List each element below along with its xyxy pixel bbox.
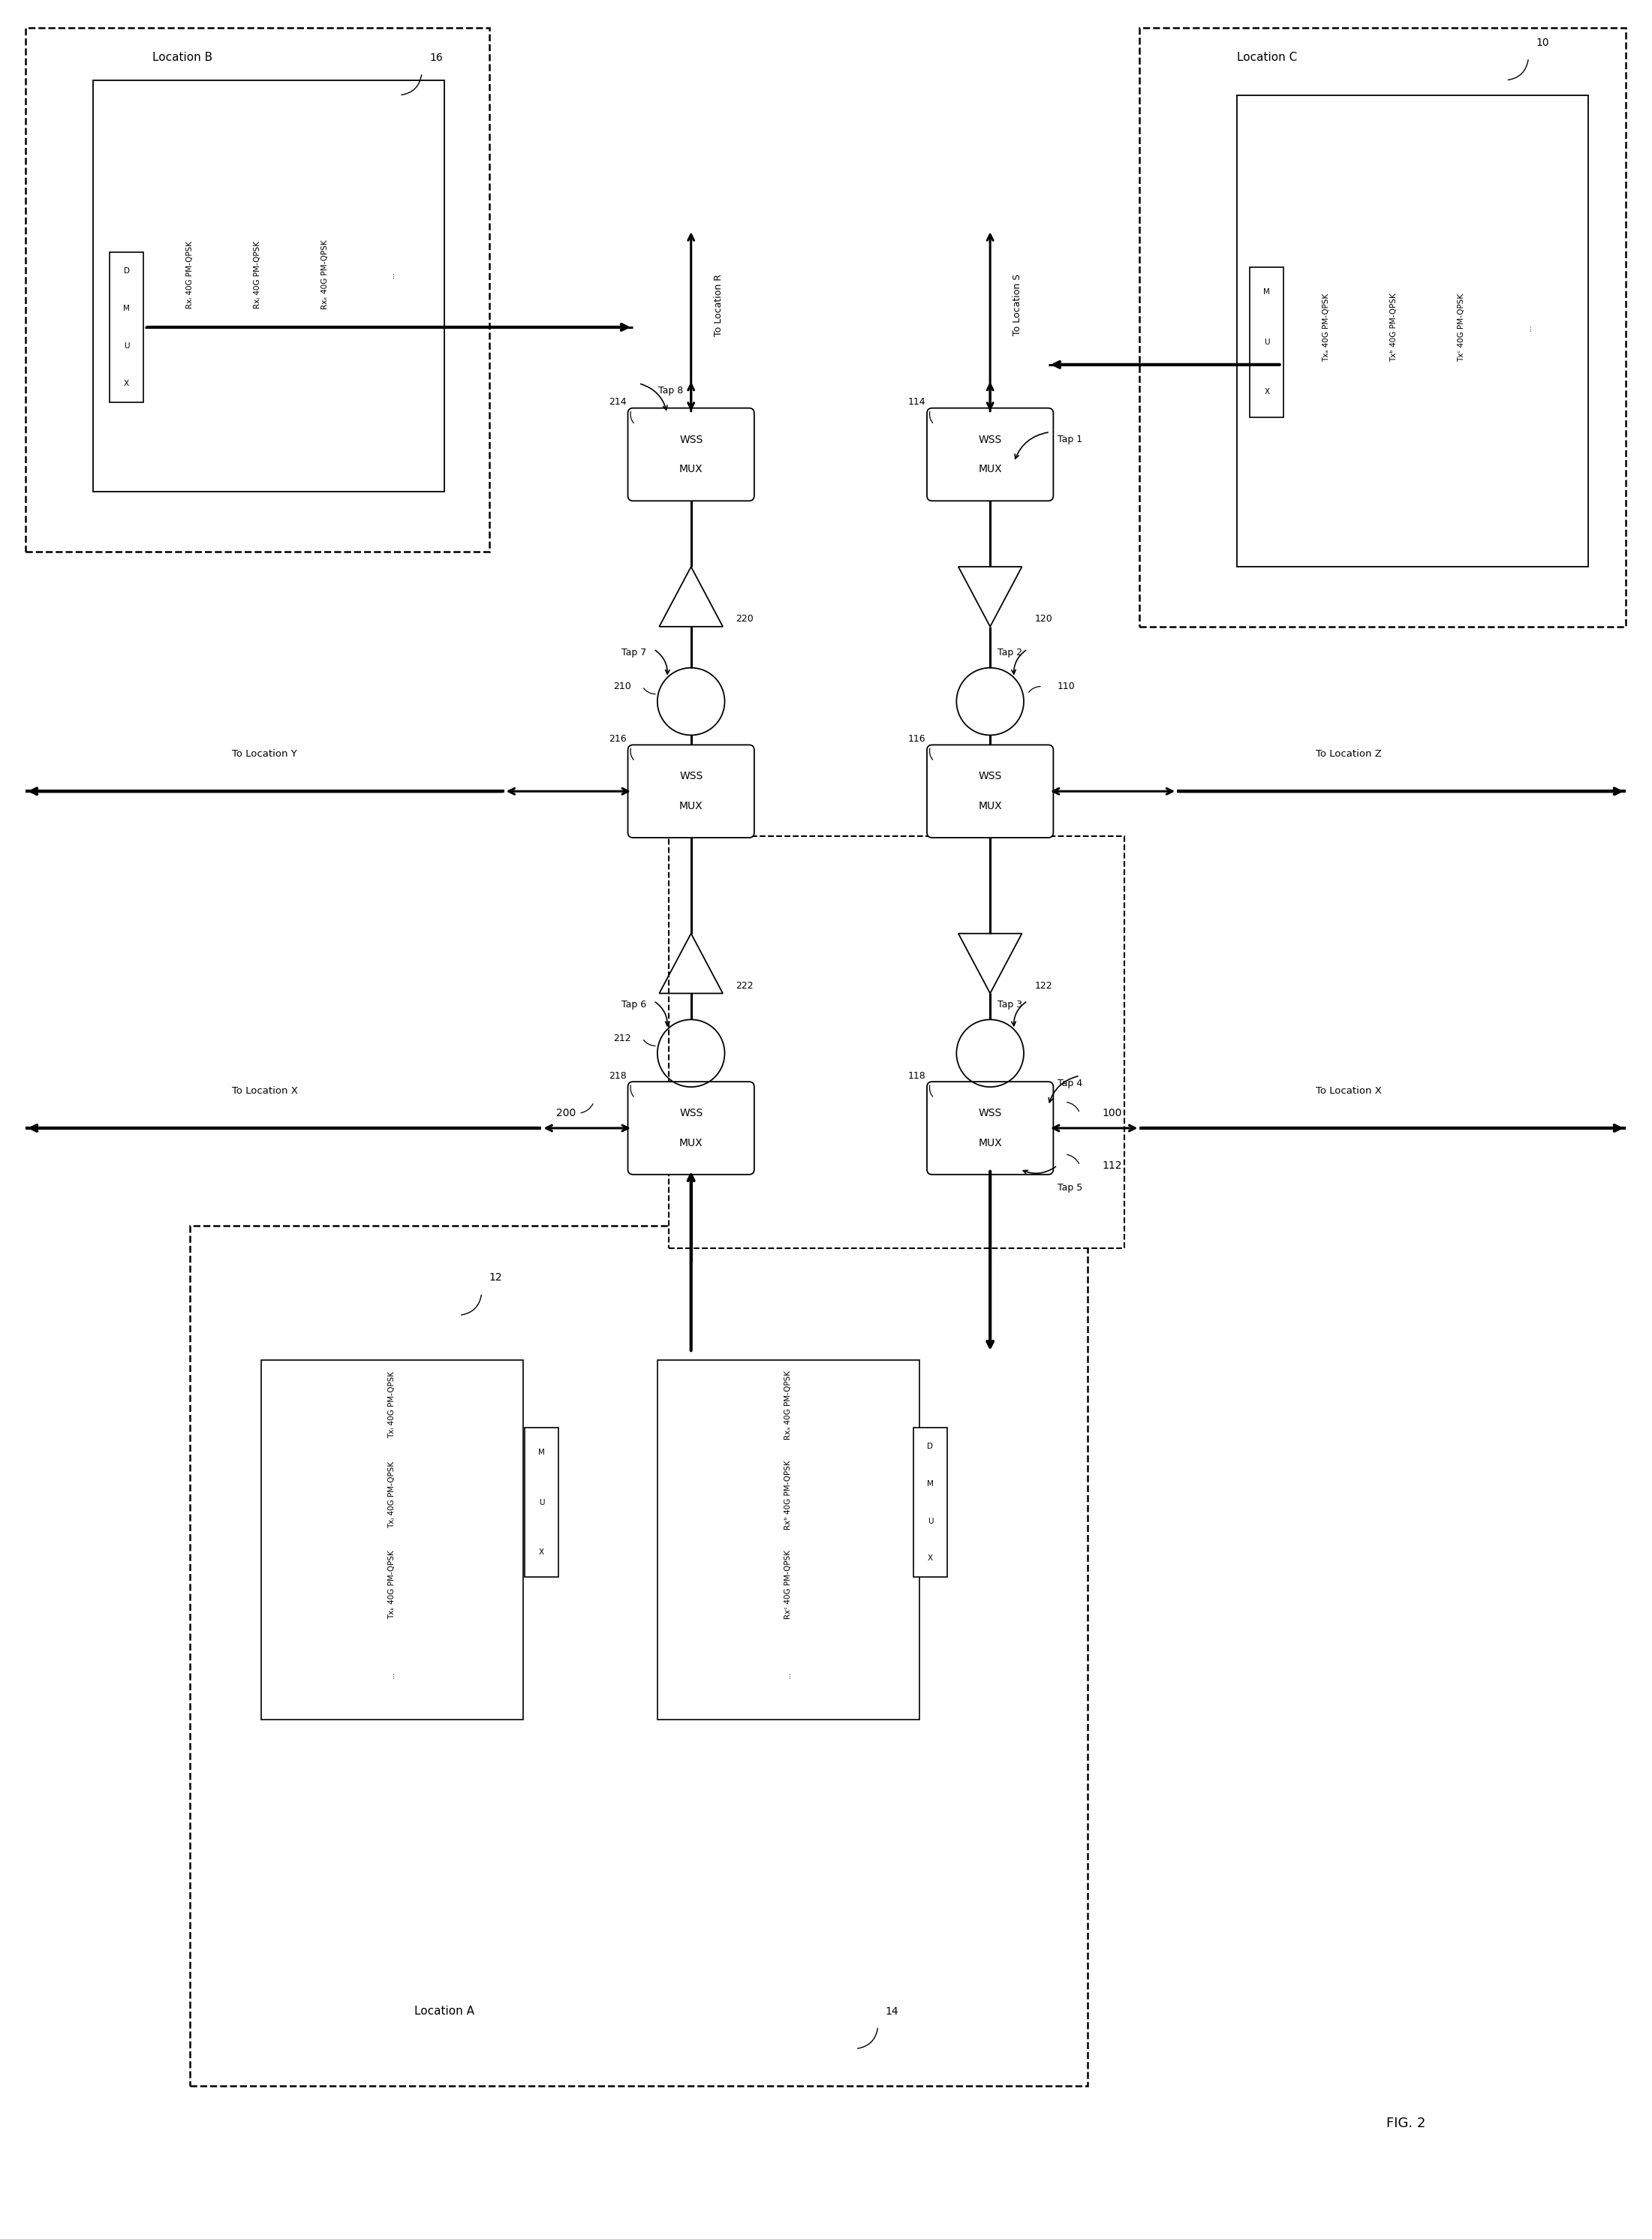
Text: Txᵢ 40G PM-QPSK: Txᵢ 40G PM-QPSK [388, 1373, 396, 1437]
Text: U: U [124, 343, 129, 349]
Bar [914, 1428, 947, 1576]
Text: MUX: MUX [978, 463, 1003, 475]
Text: 220: 220 [735, 613, 753, 625]
Text: M: M [539, 1449, 545, 1455]
Text: Rxⱼ 40G PM-QPSK: Rxⱼ 40G PM-QPSK [254, 242, 261, 309]
Text: Rxᵇ 40G PM-QPSK: Rxᵇ 40G PM-QPSK [785, 1460, 791, 1529]
Text: Rxᵢ 40G PM-QPSK: Rxᵢ 40G PM-QPSK [187, 242, 193, 309]
Text: Tap 3: Tap 3 [998, 1001, 1023, 1010]
Text: To Location Z: To Location Z [1317, 750, 1383, 759]
Text: Txₐ 40G PM-QPSK: Txₐ 40G PM-QPSK [1323, 293, 1330, 360]
Text: MUX: MUX [679, 1137, 702, 1149]
Bar [1140, 27, 1626, 627]
Text: WSS: WSS [978, 434, 1001, 446]
Text: Rxₖ 40G PM-QPSK: Rxₖ 40G PM-QPSK [320, 240, 329, 309]
Text: 12: 12 [489, 1272, 502, 1283]
Text: ...: ... [388, 1670, 396, 1679]
Text: M: M [1264, 289, 1270, 296]
Text: 16: 16 [430, 51, 443, 63]
Text: To Location X: To Location X [1317, 1086, 1383, 1095]
Text: Tap 2: Tap 2 [998, 647, 1023, 658]
Text: U: U [1264, 338, 1270, 347]
Text: X: X [124, 381, 129, 387]
Text: Tap 7: Tap 7 [621, 647, 646, 658]
Text: X: X [539, 1549, 544, 1556]
Text: 210: 210 [613, 681, 631, 692]
Text: 100: 100 [1102, 1108, 1122, 1120]
Text: Tap 5: Tap 5 [1057, 1182, 1082, 1193]
FancyBboxPatch shape [927, 1081, 1054, 1175]
Text: M: M [927, 1480, 933, 1487]
Text: D: D [927, 1442, 933, 1451]
Text: U: U [539, 1498, 544, 1507]
Text: Location B: Location B [152, 51, 213, 63]
Text: WSS: WSS [978, 770, 1001, 781]
Text: Tap 4: Tap 4 [1057, 1079, 1082, 1088]
Text: To Location X: To Location X [231, 1086, 297, 1095]
Text: WSS: WSS [679, 1108, 702, 1120]
Text: Txⱼ 40G PM-QPSK: Txⱼ 40G PM-QPSK [388, 1462, 396, 1529]
Bar [109, 253, 144, 403]
FancyBboxPatch shape [628, 407, 755, 502]
FancyBboxPatch shape [628, 746, 755, 837]
Text: Rxₐ 40G PM-QPSK: Rxₐ 40G PM-QPSK [785, 1370, 791, 1440]
Bar [669, 835, 1125, 1247]
Text: Tap 6: Tap 6 [621, 1001, 646, 1010]
Text: ...: ... [785, 1670, 791, 1679]
Text: Txₖ 40G PM-QPSK: Txₖ 40G PM-QPSK [388, 1549, 396, 1619]
Text: To Location S: To Location S [1013, 273, 1023, 336]
Bar [1237, 96, 1588, 566]
Text: 112: 112 [1102, 1160, 1122, 1171]
Text: 214: 214 [610, 396, 626, 407]
Text: Location C: Location C [1237, 51, 1297, 63]
Text: Txᶜ 40G PM-QPSK: Txᶜ 40G PM-QPSK [1457, 293, 1465, 360]
Text: 118: 118 [909, 1070, 925, 1081]
Text: WSS: WSS [679, 770, 702, 781]
Text: MUX: MUX [978, 1137, 1003, 1149]
Text: Rxᶜ 40G PM-QPSK: Rxᶜ 40G PM-QPSK [785, 1549, 791, 1619]
Text: 218: 218 [610, 1070, 626, 1081]
Text: ...: ... [388, 271, 396, 278]
Text: U: U [927, 1518, 933, 1525]
Bar [190, 1225, 1087, 2087]
Text: X: X [928, 1554, 933, 1563]
Text: 10: 10 [1536, 38, 1550, 47]
FancyBboxPatch shape [628, 1081, 755, 1175]
Bar [525, 1428, 558, 1576]
Text: 122: 122 [1036, 981, 1052, 992]
Text: Txᵇ 40G PM-QPSK: Txᵇ 40G PM-QPSK [1389, 293, 1398, 363]
Text: Location A: Location A [415, 2006, 474, 2017]
Text: To Location R: To Location R [714, 273, 724, 336]
Text: 14: 14 [885, 2006, 899, 2017]
Text: M: M [124, 305, 131, 311]
Text: 114: 114 [909, 396, 925, 407]
Text: D: D [124, 266, 129, 275]
Text: 216: 216 [610, 734, 626, 743]
Text: 200: 200 [557, 1108, 577, 1120]
Text: WSS: WSS [679, 434, 702, 446]
Text: 212: 212 [613, 1034, 631, 1043]
FancyBboxPatch shape [927, 746, 1054, 837]
Text: 116: 116 [909, 734, 925, 743]
Text: 110: 110 [1057, 681, 1075, 692]
Text: MUX: MUX [978, 802, 1003, 811]
Text: MUX: MUX [679, 463, 702, 475]
FancyBboxPatch shape [927, 407, 1054, 502]
Text: Tap 1: Tap 1 [1057, 434, 1082, 443]
Text: X: X [1264, 387, 1269, 396]
Text: To Location Y: To Location Y [233, 750, 297, 759]
Bar [25, 27, 489, 551]
Text: WSS: WSS [978, 1108, 1001, 1120]
Bar [93, 81, 444, 493]
Text: ...: ... [1525, 322, 1533, 331]
Text: Tap 8: Tap 8 [659, 385, 684, 396]
Text: 120: 120 [1036, 613, 1052, 625]
Text: FIG. 2: FIG. 2 [1386, 2116, 1426, 2129]
Bar [261, 1359, 522, 1720]
Text: 222: 222 [735, 981, 753, 992]
Text: MUX: MUX [679, 802, 702, 811]
Bar [657, 1359, 919, 1720]
Bar [1251, 266, 1284, 416]
